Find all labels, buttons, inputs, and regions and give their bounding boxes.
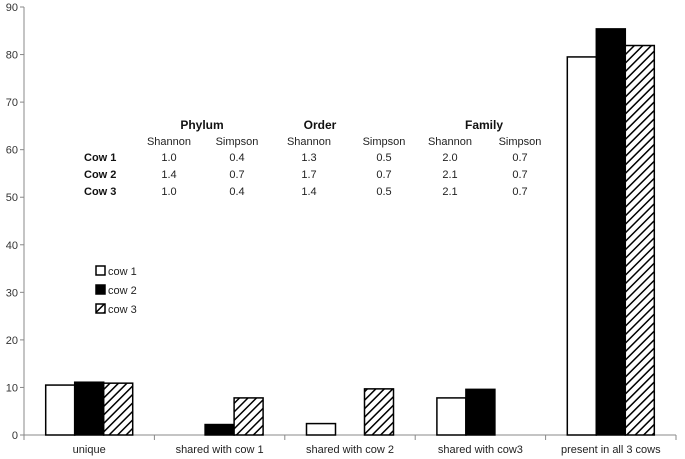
table-cell: 2.1	[442, 186, 457, 198]
bar-cow-1	[566, 56, 598, 436]
table-subheader: Simpson	[216, 136, 259, 148]
bar-cow-3	[233, 397, 264, 436]
legend-label: cow 2	[108, 285, 137, 297]
table-cell: 0.7	[376, 169, 391, 181]
table-row-label: Cow 2	[84, 169, 116, 181]
bar-cow-3	[102, 382, 134, 436]
y-tick-label: 60	[6, 145, 18, 157]
y-tick-label: 30	[6, 287, 18, 299]
x-category-label: shared with cow 1	[176, 444, 264, 456]
y-tick-label: 40	[6, 240, 18, 252]
bar-cow-3	[363, 388, 395, 436]
legend-swatch	[95, 303, 106, 314]
y-tick-label: 70	[6, 97, 18, 109]
bars	[44, 28, 656, 436]
x-category-label: unique	[73, 444, 106, 456]
table-cell: 1.0	[161, 152, 176, 164]
table-subheader: Shannon	[287, 136, 331, 148]
table-cell: 1.4	[161, 169, 176, 181]
table-cell: 1.4	[301, 186, 316, 198]
bar-cow-2	[73, 381, 105, 436]
table-subheader: Shannon	[147, 136, 191, 148]
legend-label: cow 1	[108, 266, 137, 278]
bar-cow-1	[305, 422, 337, 436]
table-group-header: Order	[304, 118, 337, 132]
legend-swatch	[95, 265, 106, 276]
y-tick-label: 90	[6, 2, 18, 14]
legend-label: cow 3	[108, 304, 137, 316]
y-tick-label: 80	[6, 50, 18, 62]
legend: cow 1 cow 2 cow 3	[95, 265, 137, 316]
x-category-label: shared with cow 2	[306, 444, 394, 456]
table-subheader: Shannon	[428, 136, 472, 148]
legend-swatch	[95, 284, 106, 295]
table-cell: 1.7	[301, 169, 316, 181]
diversity-table: Phylum Order Family Shannon Simpson Shannon Si…	[84, 118, 541, 198]
y-tick-label: 20	[6, 335, 18, 347]
table-cell: 2.0	[442, 152, 457, 164]
table-cell: 0.5	[376, 152, 391, 164]
x-category-label: present in all 3 cows	[561, 444, 661, 456]
bar-cow-2	[465, 388, 496, 436]
table-cell: 1.0	[161, 186, 176, 198]
table-cell: 0.7	[512, 152, 527, 164]
table-subheader: Simpson	[363, 136, 406, 148]
table-cell: 0.5	[376, 186, 391, 198]
x-category-label: shared with cow3	[438, 444, 523, 456]
table-cell: 0.7	[512, 169, 527, 181]
bar-cow-1	[436, 397, 467, 436]
y-tick-label: 10	[6, 382, 18, 394]
y-axis: 0 10 20 30 40 50 60 70 80 90	[6, 2, 25, 442]
y-tick-label: 50	[6, 192, 18, 204]
table-cell: 0.4	[229, 152, 244, 164]
table-row-label: Cow 3	[84, 186, 116, 198]
table-group-header: Family	[465, 118, 503, 132]
table-subheader: Simpson	[499, 136, 542, 148]
table-cell: 0.7	[229, 169, 244, 181]
bar-cow-2	[204, 423, 235, 436]
y-tick-label: 0	[12, 430, 18, 442]
bar-cow-2	[595, 28, 627, 436]
table-cell: 0.4	[229, 186, 244, 198]
table-row-label: Cow 1	[84, 152, 116, 164]
table-cell: 1.3	[301, 152, 316, 164]
table-cell: 0.7	[512, 186, 527, 198]
x-axis: unique shared with cow 1 shared with cow 2…	[23, 434, 677, 456]
table-cell: 2.1	[442, 169, 457, 181]
bar-cow-3	[624, 44, 656, 436]
table-group-header: Phylum	[180, 118, 223, 132]
bar-cow-1	[44, 384, 76, 436]
